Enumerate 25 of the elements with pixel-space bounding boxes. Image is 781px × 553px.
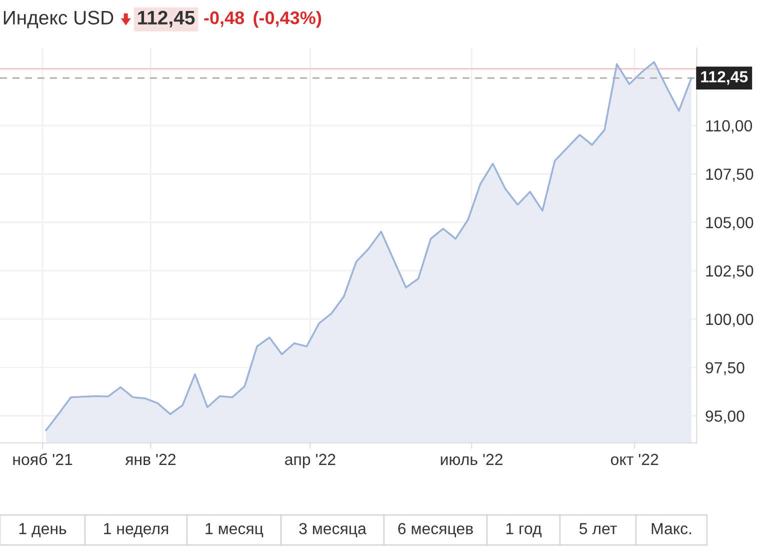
text: 5 лет bbox=[579, 523, 617, 534]
ref-line-label: 112,45 bbox=[701, 71, 748, 85]
text: Макс. bbox=[652, 523, 692, 534]
y-tick-label: 95,00 bbox=[706, 410, 744, 424]
text: (-0,43%) bbox=[254, 10, 322, 28]
text: 1 год bbox=[506, 523, 542, 538]
x-tick-label: нояб '21 bbox=[13, 453, 72, 466]
text: 1 неделя bbox=[104, 523, 168, 538]
text: -0,48 bbox=[204, 11, 244, 27]
text: 1 день bbox=[19, 523, 66, 538]
text: 3 месяца bbox=[299, 522, 366, 538]
text: 1 месяц bbox=[206, 523, 264, 538]
y-tick-label: 100,00 bbox=[706, 314, 754, 327]
x-tick-label: июль '22 bbox=[440, 454, 502, 466]
x-tick-label: окт '22 bbox=[610, 454, 658, 466]
y-tick-label: 102,50 bbox=[706, 265, 754, 279]
chart-subtitle: 112,45 bbox=[138, 10, 195, 28]
x-tick-label: апр '22 bbox=[285, 454, 336, 468]
chart-title: Индекс USD bbox=[4, 10, 114, 28]
y-tick-label: 110,00 bbox=[706, 120, 752, 134]
y-tick-label: 107,50 bbox=[706, 168, 754, 182]
text: 6 месяцев bbox=[398, 522, 473, 538]
y-tick-label: 105,00 bbox=[706, 216, 754, 230]
y-tick-label: 97,50 bbox=[706, 362, 744, 376]
x-tick-label: янв '22 bbox=[125, 454, 176, 465]
